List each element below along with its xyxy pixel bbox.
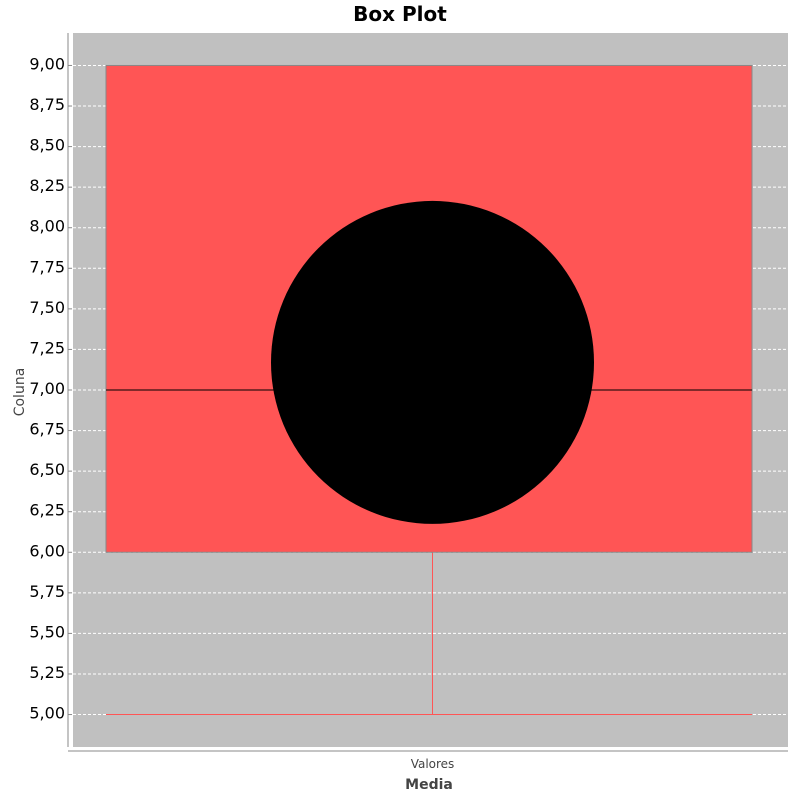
y-tick-label: 5,75 [29,582,65,601]
y-tick-label: 7,25 [29,338,65,357]
y-tick-label: 7,75 [29,257,65,276]
y-tick-label: 7,50 [29,298,65,317]
y-tick-label: 6,75 [29,420,65,439]
chart-title: Box Plot [353,2,447,26]
y-tick-label: 8,75 [29,95,65,114]
y-tick-label: 6,00 [29,541,65,560]
y-tick-label: 9,00 [29,54,65,73]
mean-marker [271,200,594,524]
x-tick-label: Valores [411,757,455,771]
x-axis-label: Media [405,777,453,793]
y-tick-label: 5,00 [29,704,65,723]
y-tick-label: 6,50 [29,460,65,479]
y-tick-label: 7,00 [29,379,65,398]
y-tick-label: 6,25 [29,501,65,520]
y-tick-label: 8,50 [29,136,65,155]
y-tick-label: 5,25 [29,663,65,682]
y-tick-label: 8,00 [29,217,65,236]
y-tick-label: 8,25 [29,176,65,195]
y-tick-label: 5,50 [29,622,65,641]
